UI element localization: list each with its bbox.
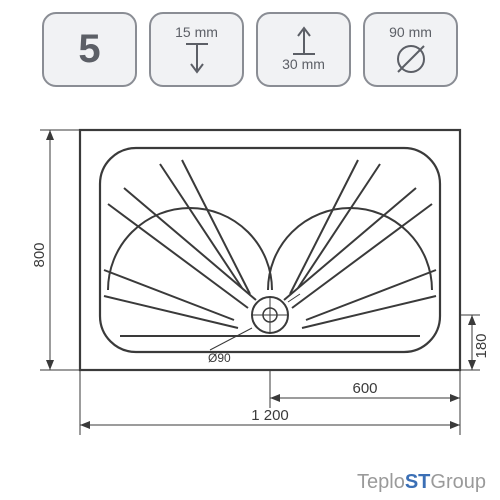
dim-width: 1 200 xyxy=(251,407,289,424)
watermark-mid: ST xyxy=(405,471,431,493)
watermark-post: Group xyxy=(430,471,486,493)
watermark: TeploSTGroup xyxy=(357,471,486,494)
spec-warranty: 5 xyxy=(42,12,137,87)
spec-rim-label: 15 mm xyxy=(175,24,218,40)
spec-row: 5 15 mm 30 mm 90 mm xyxy=(0,0,500,87)
arrow-up-icon xyxy=(289,26,319,56)
watermark-pre: Teplo xyxy=(357,471,405,493)
spec-rim-height: 15 mm xyxy=(149,12,244,87)
spec-drain-label: 90 mm xyxy=(389,24,432,40)
dim-height: 800 xyxy=(31,242,48,267)
diameter-icon xyxy=(394,42,428,76)
dim-half-width: 600 xyxy=(352,380,377,397)
arrow-down-icon xyxy=(182,42,212,76)
drawing-svg: 800 180 600 1 200 Ø90 xyxy=(0,100,500,480)
technical-drawing: 800 180 600 1 200 Ø90 xyxy=(0,100,500,480)
dim-drain-dia: Ø90 xyxy=(208,351,231,365)
spec-drain-dia: 90 mm xyxy=(363,12,458,87)
dim-drain-offset: 180 xyxy=(473,333,490,358)
spec-warranty-value: 5 xyxy=(78,27,100,72)
spec-depth-label: 30 mm xyxy=(282,56,325,72)
spec-depth: 30 mm xyxy=(256,12,351,87)
